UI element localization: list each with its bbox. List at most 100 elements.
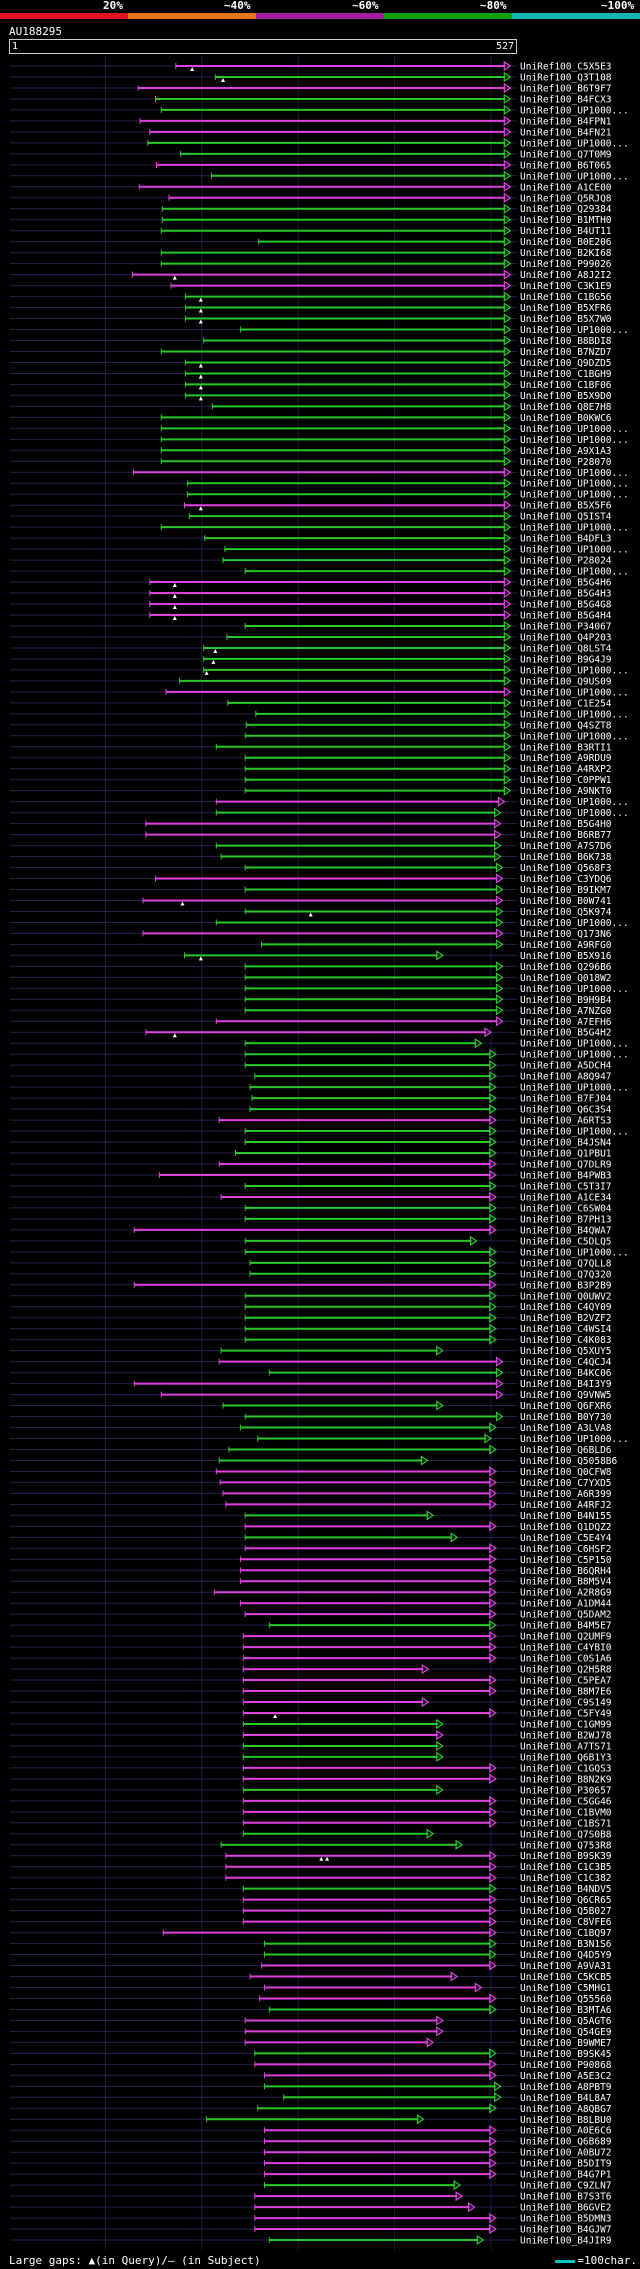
hit-row[interactable]: UniRef100_C4K083 — [10, 1334, 612, 1346]
hit-label[interactable]: UniRef100_B4I3Y9 — [520, 1379, 612, 1390]
hit-row[interactable]: UniRef100_A1DM44 — [10, 1598, 612, 1610]
hit-row[interactable]: UniRef100_B4UT11 — [10, 225, 612, 237]
hit-label[interactable]: UniRef100_B3P2B9 — [520, 1280, 612, 1291]
hit-row[interactable]: UniRef100_A3LVA8 — [10, 1422, 612, 1434]
hit-label[interactable]: UniRef100_C3K1E9 — [520, 281, 612, 292]
hit-label[interactable]: UniRef100_B9H9B4 — [520, 995, 612, 1006]
hit-row[interactable]: UniRef100_Q55560 — [10, 1993, 612, 2005]
hit-label[interactable]: UniRef100_A9X1A3 — [520, 446, 612, 457]
hit-label[interactable]: UniRef100_C6HSF2 — [520, 1544, 612, 1555]
hit-label[interactable]: UniRef100_B7PH13 — [520, 1214, 612, 1225]
hit-row[interactable]: UniRef100_C7YXD5 — [10, 1477, 612, 1489]
hit-label[interactable]: UniRef100_Q7S0B8 — [520, 1829, 612, 1840]
hit-label[interactable]: UniRef100_UP1000... — [520, 731, 629, 742]
hit-label[interactable]: UniRef100_B4L8A7 — [520, 2093, 612, 2104]
hit-label[interactable]: UniRef100_A8J2I2 — [520, 270, 612, 281]
hit-label[interactable]: UniRef100_B5X5F6 — [520, 501, 612, 512]
hit-row[interactable]: UniRef100_A6R399 — [10, 1488, 612, 1500]
hit-row[interactable]: UniRef100_Q2H5R8 — [10, 1663, 612, 1676]
hit-label[interactable]: UniRef100_Q29384 — [520, 204, 612, 215]
hit-row[interactable]: UniRef100_C0S1A6 — [10, 1652, 612, 1665]
hit-row[interactable]: UniRef100_Q296B6 — [10, 961, 612, 973]
hit-row[interactable]: UniRef100_A0E6C6 — [10, 2125, 612, 2137]
hit-label[interactable]: UniRef100_C4K083 — [520, 1335, 612, 1346]
hit-label[interactable]: UniRef100_A9VA31 — [520, 1961, 612, 1972]
hit-row[interactable]: UniRef100_C3K1E9 — [10, 280, 612, 292]
hit-label[interactable]: UniRef100_B4FCX3 — [520, 94, 612, 105]
hit-label[interactable]: UniRef100_UP1000... — [520, 709, 629, 720]
hit-label[interactable]: UniRef100_A7NZG0 — [520, 1006, 612, 1017]
hit-row[interactable]: UniRef100_B7FJ04 — [10, 1092, 612, 1105]
hit-label[interactable]: UniRef100_B1MTH0 — [520, 215, 612, 226]
hit-row[interactable]: UniRef100_B1MTH0 — [10, 214, 612, 226]
hit-label[interactable]: UniRef100_B5G4G8 — [520, 600, 612, 611]
hit-label[interactable]: UniRef100_C5GG46 — [520, 1796, 612, 1807]
hit-row[interactable]: UniRef100_Q9DZD5 — [10, 357, 612, 369]
hit-row[interactable]: UniRef100_B8BDI8 — [10, 335, 612, 347]
hit-row[interactable]: UniRef100_B4JIR9 — [10, 2234, 612, 2247]
hit-label[interactable]: UniRef100_P90868 — [520, 2060, 612, 2071]
hit-row[interactable]: UniRef100_B6K738 — [10, 851, 612, 863]
hit-label[interactable]: UniRef100_B6K738 — [520, 852, 612, 863]
hit-label[interactable]: UniRef100_UP1000... — [520, 1083, 629, 1094]
hit-label[interactable]: UniRef100_Q6CR65 — [520, 1895, 612, 1906]
hit-label[interactable]: UniRef100_UP1000... — [520, 665, 629, 676]
hit-row[interactable]: UniRef100_C5E4Y4 — [10, 1532, 612, 1544]
hit-label[interactable]: UniRef100_P34067 — [520, 621, 612, 632]
hit-row[interactable]: UniRef100_A1CE00 — [10, 181, 612, 193]
hit-label[interactable]: UniRef100_UP1000... — [520, 490, 629, 501]
hit-label[interactable]: UniRef100_C6SW04 — [520, 1203, 612, 1214]
hit-row[interactable]: UniRef100_UP1000... — [10, 796, 629, 808]
hit-label[interactable]: UniRef100_C4WSI4 — [520, 1324, 612, 1335]
hit-label[interactable]: UniRef100_C9S149 — [520, 1698, 612, 1709]
hit-label[interactable]: UniRef100_Q9DZD5 — [520, 358, 612, 369]
hit-label[interactable]: UniRef100_B4FN21 — [520, 127, 612, 138]
hit-row[interactable]: UniRef100_A5E3C2 — [10, 2070, 612, 2082]
hit-label[interactable]: UniRef100_B5G4H4 — [520, 611, 612, 622]
hit-row[interactable]: UniRef100_Q4P203 — [10, 631, 612, 643]
hit-row[interactable]: UniRef100_P28070 — [10, 456, 612, 468]
hit-row[interactable]: UniRef100_C4QCJ4 — [10, 1356, 612, 1368]
hit-label[interactable]: UniRef100_Q1PBU1 — [520, 1149, 612, 1160]
hit-row[interactable]: UniRef100_Q6CR65 — [10, 1894, 612, 1906]
hit-row[interactable]: UniRef100_Q6BLD6 — [10, 1444, 612, 1456]
hit-row[interactable]: UniRef100_B5G4H3 — [10, 587, 612, 600]
hit-label[interactable]: UniRef100_A8Q947 — [520, 1072, 612, 1083]
hit-row[interactable]: UniRef100_Q9US09 — [10, 675, 612, 687]
hit-label[interactable]: UniRef100_UP1000... — [520, 435, 629, 446]
hit-row[interactable]: UniRef100_A9NKT0 — [10, 785, 612, 797]
hit-row[interactable]: UniRef100_B5DIT9 — [10, 2158, 612, 2170]
hit-row[interactable]: UniRef100_Q9VNW5 — [10, 1389, 612, 1401]
hit-row[interactable]: UniRef100_Q7Q320 — [10, 1268, 612, 1280]
hit-label[interactable]: UniRef100_B8LBU0 — [520, 2115, 612, 2126]
hit-label[interactable]: UniRef100_C1BG56 — [520, 292, 612, 303]
hit-row[interactable]: UniRef100_UP1000... — [10, 730, 629, 742]
hit-row[interactable]: UniRef100_Q7QLL8 — [10, 1257, 612, 1269]
hit-label[interactable]: UniRef100_B5G4H3 — [520, 589, 612, 600]
hit-row[interactable]: UniRef100_Q018W2 — [10, 972, 612, 984]
hit-row[interactable]: UniRef100_UP1000... — [10, 489, 629, 501]
hit-row[interactable]: UniRef100_Q568F3 — [10, 862, 612, 874]
hit-row[interactable]: UniRef100_UP1000... — [10, 983, 629, 995]
hit-row[interactable]: UniRef100_B4QWA7 — [10, 1224, 612, 1236]
hit-label[interactable]: UniRef100_A7TS71 — [520, 1741, 612, 1752]
hit-label[interactable]: UniRef100_A3LVA8 — [520, 1423, 612, 1434]
hit-label[interactable]: UniRef100_UP1000... — [520, 797, 629, 808]
hit-row[interactable]: UniRef100_Q7T0M9 — [10, 148, 612, 160]
hit-label[interactable]: UniRef100_C0S1A6 — [520, 1654, 612, 1665]
hit-label[interactable]: UniRef100_Q0CFW8 — [520, 1467, 612, 1478]
hit-row[interactable]: UniRef100_B9SK45 — [10, 2048, 612, 2060]
hit-label[interactable]: UniRef100_Q5K974 — [520, 907, 612, 918]
hit-row[interactable]: UniRef100_UP1000... — [10, 807, 629, 819]
hit-row[interactable]: UniRef100_Q1PBU1 — [10, 1147, 612, 1160]
hit-label[interactable]: UniRef100_B5G4H0 — [520, 819, 612, 830]
hit-label[interactable]: UniRef100_C1GM99 — [520, 1719, 612, 1730]
hit-row[interactable]: UniRef100_A8PBT9 — [10, 2081, 612, 2093]
hit-label[interactable]: UniRef100_Q5RJQ8 — [520, 193, 612, 204]
hit-label[interactable]: UniRef100_C8VFE6 — [520, 1917, 612, 1928]
hit-label[interactable]: UniRef100_Q54GE9 — [520, 2027, 612, 2038]
hit-row[interactable]: UniRef100_Q173N6 — [10, 928, 612, 940]
hit-label[interactable]: UniRef100_Q9VNW5 — [520, 1390, 612, 1401]
hit-label[interactable]: UniRef100_Q5AGT6 — [520, 2016, 612, 2027]
hit-row[interactable]: UniRef100_Q6B689 — [10, 2136, 612, 2148]
